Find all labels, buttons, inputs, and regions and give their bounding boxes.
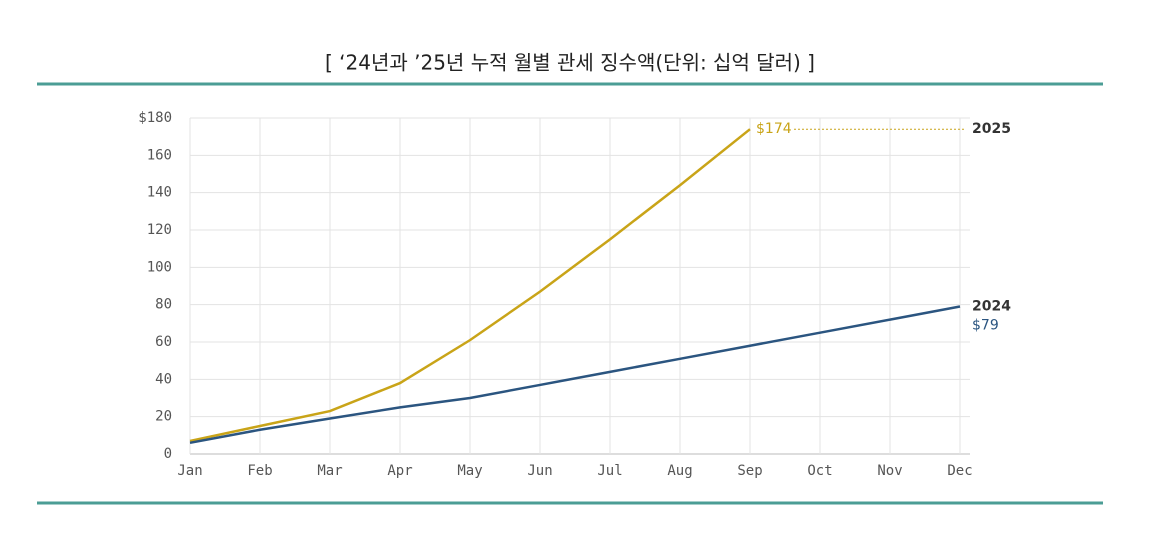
chart-title: [ ‘24년과 ’25년 누적 월별 관세 징수액(단위: 십억 달러) ] — [325, 51, 815, 75]
y-tick-label: 40 — [155, 371, 172, 387]
x-tick-label: Sep — [737, 463, 762, 479]
x-tick-label: May — [457, 463, 482, 479]
y-tick-label: 60 — [155, 334, 172, 350]
x-tick-label: Feb — [247, 463, 272, 479]
y-tick-label: 80 — [155, 297, 172, 313]
x-tick-label: Dec — [947, 463, 972, 479]
series-line — [189, 305, 961, 445]
y-tick-label: $180 — [138, 110, 172, 126]
x-tick-label: Oct — [807, 463, 832, 479]
series-label: 2025 — [972, 121, 1011, 137]
y-tick-label: 100 — [147, 259, 172, 275]
y-tick-label: 160 — [147, 147, 172, 163]
series-label: 2024 — [972, 299, 1011, 315]
x-tick-label: Nov — [877, 463, 902, 479]
x-tick-label: Jun — [527, 463, 552, 479]
x-tick-label: Apr — [387, 463, 412, 479]
value-label: $79 — [972, 318, 999, 334]
x-tick-label: Aug — [667, 463, 692, 479]
y-tick-label: 140 — [147, 185, 172, 201]
x-tick-label: Jan — [177, 463, 202, 479]
y-tick-label: 0 — [164, 446, 172, 462]
series-line — [189, 128, 751, 443]
y-tick-label: 20 — [155, 409, 172, 425]
y-tick-label: 120 — [147, 222, 172, 238]
x-tick-label: Jul — [597, 463, 622, 479]
value-label: $174 — [756, 121, 792, 137]
x-tick-label: Mar — [317, 463, 342, 479]
